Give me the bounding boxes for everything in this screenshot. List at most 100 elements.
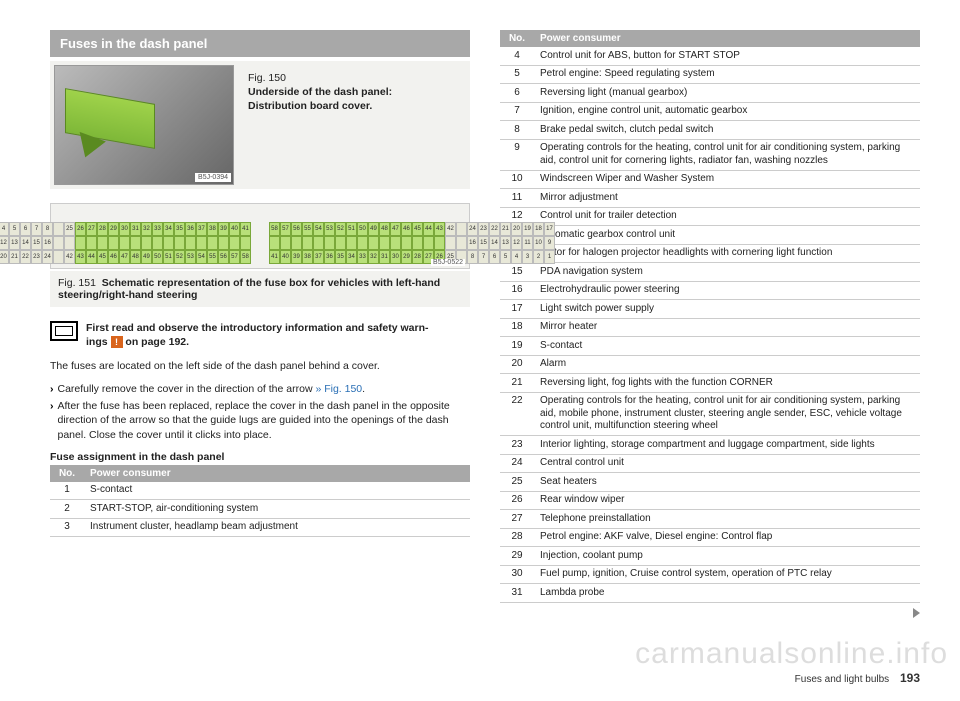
page: Fuses in the dash panel B5J-0394 Fig. 15…: [0, 0, 960, 643]
fuse-cell: 16: [467, 236, 478, 250]
table-row: 24Central control unit: [500, 454, 920, 473]
cell-consumer: Reversing light, fog lights with the fun…: [534, 374, 920, 393]
fuse-cell: 28: [412, 250, 423, 264]
cell-consumer: Interior lighting, storage compartment a…: [534, 436, 920, 455]
fuse-cell: 45: [412, 222, 423, 236]
figure-link[interactable]: » Fig. 150: [315, 383, 362, 395]
fuse-cell: 15: [31, 236, 42, 250]
fuse-cell: 48: [130, 250, 141, 264]
fuse-cell: [130, 236, 141, 250]
table-row: 29Injection, coolant pump: [500, 547, 920, 566]
cell-consumer: Control unit for ABS, button for START S…: [534, 47, 920, 65]
fuse-cell: [119, 236, 130, 250]
fuse-cell: 49: [141, 250, 152, 264]
cell-no: 11: [500, 189, 534, 208]
table-row: 1S-contact: [50, 482, 470, 500]
cell-no: 4: [500, 47, 534, 65]
fuse-cell: [434, 236, 445, 250]
fuse-cell: 7: [478, 250, 489, 264]
fuse-cell: 19: [522, 222, 533, 236]
cell-no: 24: [500, 454, 534, 473]
fig150-line1: Underside of the dash panel:: [248, 85, 392, 99]
fuse-cell: 56: [218, 250, 229, 264]
fuse-cell: 20: [511, 222, 522, 236]
cell-consumer: Reversing light (manual gearbox): [534, 84, 920, 103]
cell-consumer: Central control unit: [534, 454, 920, 473]
fuse-cell: 42: [64, 250, 75, 264]
fuse-cell: 8: [467, 250, 478, 264]
cell-consumer: Petrol engine: AKF valve, Diesel engine:…: [534, 528, 920, 547]
readfirst-l2a: ings: [86, 336, 111, 348]
continue-arrow-icon: [913, 608, 920, 618]
fuse-cell: 55: [302, 222, 313, 236]
list-item: ›After the fuse has been replaced, repla…: [50, 399, 470, 443]
fuse-cell: 38: [302, 250, 313, 264]
fuse-panel-right: 5857565554535251504948474645444342242322…: [269, 222, 555, 264]
cell-no: 26: [500, 491, 534, 510]
footer-page: 193: [900, 671, 920, 685]
list-item: ›Carefully remove the cover in the direc…: [50, 382, 470, 397]
fuse-cell: 57: [229, 250, 240, 264]
fuse-table-left: No. Power consumer 1S-contact2START-STOP…: [50, 465, 470, 538]
right-column: No. Power consumer 4Control unit for ABS…: [500, 30, 920, 623]
fuse-cell: 43: [434, 222, 445, 236]
fig150-line2: Distribution board cover.: [248, 99, 392, 113]
fuse-cell: 26: [75, 222, 86, 236]
fuse-cell: 44: [86, 250, 97, 264]
table-row: 31Lambda probe: [500, 584, 920, 603]
cell-no: 30: [500, 565, 534, 584]
fuse-cell: 21: [500, 222, 511, 236]
fuse-cell: 45: [97, 250, 108, 264]
fuse-cell: 50: [357, 222, 368, 236]
fuse-cell: [163, 236, 174, 250]
fuse-cell: 29: [108, 222, 119, 236]
fuse-cell: 8: [42, 222, 53, 236]
fuse-cell: 22: [489, 222, 500, 236]
fuse-cell: 41: [269, 250, 280, 264]
cell-consumer: Lambda probe: [534, 584, 920, 603]
cell-no: 2: [50, 500, 84, 519]
fuse-cell: 40: [280, 250, 291, 264]
fuse-cell: 27: [86, 222, 97, 236]
cell-consumer: Automatic gearbox control unit: [534, 226, 920, 245]
table-row: 18Mirror heater: [500, 318, 920, 337]
cell-consumer: PDA navigation system: [534, 263, 920, 282]
cell-consumer: Windscreen Wiper and Washer System: [534, 170, 920, 189]
fuse-cell: [313, 236, 324, 250]
cell-no: 31: [500, 584, 534, 603]
table-row: 20Alarm: [500, 355, 920, 374]
fuse-cell: 41: [240, 222, 251, 236]
table-row: 3Instrument cluster, headlamp beam adjus…: [50, 518, 470, 537]
fuse-cell: [218, 236, 229, 250]
fig150-num: Fig. 150: [248, 72, 286, 84]
fuse-cell: 58: [269, 222, 280, 236]
fuse-cell: 34: [346, 250, 357, 264]
fuse-cell: [196, 236, 207, 250]
table-row: 21Reversing light, fog lights with the f…: [500, 374, 920, 393]
fuse-cell: [357, 236, 368, 250]
table-row: 5Petrol engine: Speed regulating system: [500, 65, 920, 84]
page-footer: Fuses and light bulbs 193: [795, 671, 920, 685]
fuse-cell: 51: [346, 222, 357, 236]
cell-consumer: Fuel pump, ignition, Cruise control syst…: [534, 565, 920, 584]
fuse-cell: [229, 236, 240, 250]
fuse-cell: 3: [522, 250, 533, 264]
fig150-tag: B5J-0394: [195, 173, 231, 182]
fuse-cell: [207, 236, 218, 250]
cell-consumer: Injection, coolant pump: [534, 547, 920, 566]
fuse-cell: [185, 236, 196, 250]
cell-no: 21: [500, 374, 534, 393]
fuse-cell: 44: [423, 222, 434, 236]
cell-no: 25: [500, 473, 534, 492]
cell-consumer: Operating controls for the heating, cont…: [534, 392, 920, 436]
fuse-cell: 58: [240, 250, 251, 264]
cell-consumer: Ignition, engine control unit, automatic…: [534, 102, 920, 121]
cell-consumer: Light switch power supply: [534, 300, 920, 319]
fuse-cell: [324, 236, 335, 250]
list-text: Carefully remove the cover in the direct…: [58, 382, 366, 397]
th-no: No.: [50, 465, 84, 482]
fuse-cell: [53, 250, 64, 264]
cell-consumer: Rear window wiper: [534, 491, 920, 510]
fuse-cell: 35: [174, 222, 185, 236]
fuse-cell: [423, 236, 434, 250]
